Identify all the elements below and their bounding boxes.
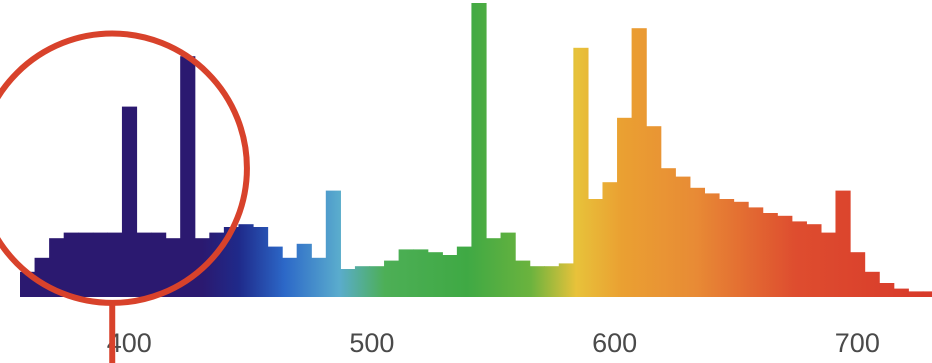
spectrum-bar: [602, 182, 618, 297]
spectrum-bar: [689, 187, 706, 297]
spectrum-bars: [20, 3, 932, 298]
spectrum-bar: [893, 288, 909, 297]
spectrum-bar: [646, 126, 662, 297]
spectrum-bar: [49, 238, 65, 297]
spectrum-bar: [500, 232, 516, 297]
spectrum-bar: [252, 227, 269, 297]
spectrum-bar: [340, 269, 356, 297]
spectrum-bar: [180, 56, 196, 298]
spectrum-bar: [617, 117, 633, 297]
spectrum-bar: [908, 291, 924, 297]
spectrum-bar: [296, 243, 312, 297]
spectrum-bar: [835, 190, 851, 297]
spectrum-bar: [558, 263, 574, 297]
spectrum-bar: [879, 283, 895, 297]
spectrum-bar: [675, 176, 691, 297]
spectrum-bar: [762, 213, 778, 297]
spectrum-bar: [151, 232, 167, 297]
spectrum-bar: [544, 266, 560, 297]
spectrum-bar: [311, 257, 327, 297]
spectrum-bar: [485, 238, 502, 297]
spectrum-bar: [660, 168, 676, 297]
spectrum-bar: [369, 266, 385, 297]
x-axis-ticks: 400 500 600 700: [107, 328, 880, 358]
spectrum-bar: [748, 207, 764, 297]
spectrum-bar: [864, 271, 880, 297]
spectrum-bar: [78, 232, 94, 297]
spectrum-bar: [704, 193, 720, 297]
x-tick-label: 600: [592, 328, 637, 358]
spectrum-bar: [136, 232, 152, 297]
spectrum-bar: [733, 201, 749, 297]
spectrum-bar: [354, 266, 371, 297]
spectrum-bar: [413, 249, 429, 297]
spectrum-bar: [587, 199, 604, 297]
spectrum-bar: [806, 224, 822, 297]
spectrum-bar: [325, 190, 341, 297]
spectrum-bar: [427, 252, 443, 297]
spectrum-bar: [107, 232, 123, 297]
spectrum-bar: [850, 252, 866, 297]
spectrum-bar: [471, 3, 487, 297]
x-tick-label: 700: [835, 328, 880, 358]
spectrum-bar: [442, 255, 458, 297]
x-tick-label: 500: [349, 328, 394, 358]
spectrum-bar: [238, 224, 254, 297]
annotation-layer: [0, 30, 250, 363]
spectrum-bar: [282, 257, 298, 297]
spectrum-bar: [791, 221, 807, 297]
spectrum-bar: [515, 260, 531, 297]
spectrum-bar: [223, 227, 240, 297]
spectrum-bar: [922, 291, 932, 297]
spectrum-bar: [384, 260, 400, 297]
spectrum-bar: [92, 232, 108, 297]
spectrum-bar: [121, 106, 138, 297]
spectrum-bar: [165, 238, 181, 297]
spectrum-bar: [456, 246, 473, 297]
spectrum-bar: [63, 232, 79, 297]
spectrum-bar: [267, 246, 283, 297]
spectrum-bar: [820, 232, 837, 297]
spectrum-bar: [777, 215, 793, 297]
spectrum-bar: [573, 47, 589, 297]
spectrum-bar: [631, 28, 647, 297]
spectrum-bar: [529, 266, 545, 297]
spectrum-bar: [718, 199, 735, 297]
spectrum-bar: [398, 249, 414, 297]
